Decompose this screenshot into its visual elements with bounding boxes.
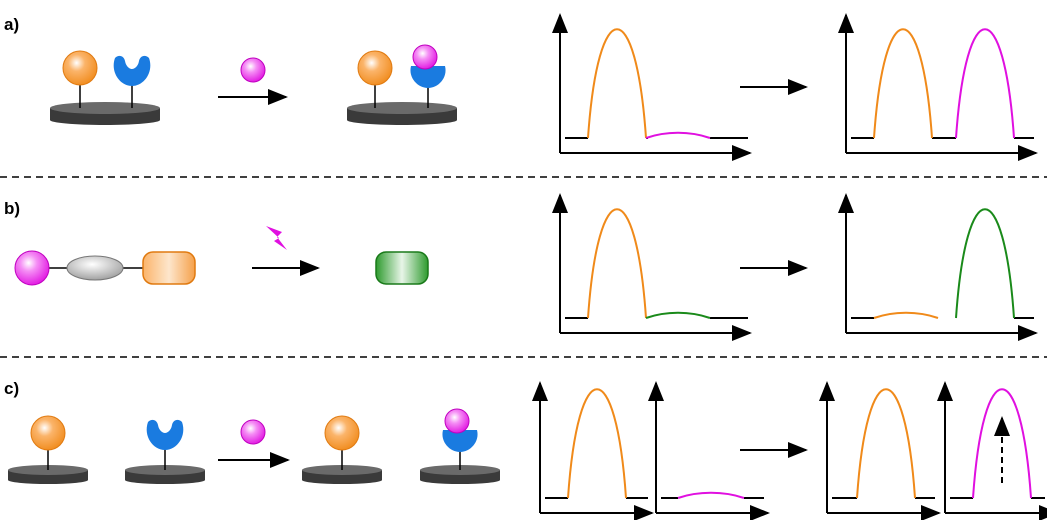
shape	[588, 209, 646, 318]
shape	[241, 420, 265, 444]
shape	[266, 226, 287, 250]
shape	[827, 383, 939, 513]
shape	[376, 252, 428, 284]
shape	[646, 133, 710, 138]
panel-label: b)	[4, 199, 20, 218]
shape	[413, 45, 437, 69]
shape	[410, 66, 445, 88]
shape	[347, 102, 457, 125]
shape	[588, 29, 646, 138]
shape	[540, 383, 652, 513]
shape	[956, 29, 1014, 138]
shape	[846, 15, 1036, 153]
shape	[50, 102, 160, 125]
shape	[874, 29, 932, 138]
shape	[956, 209, 1014, 318]
shape	[147, 420, 184, 450]
shape	[358, 51, 392, 85]
shape	[646, 313, 710, 318]
shape	[568, 389, 626, 498]
shape	[445, 409, 469, 433]
shape	[678, 493, 744, 498]
shape	[874, 313, 938, 318]
shape	[560, 15, 750, 153]
figure: a) b) c)	[0, 0, 1047, 520]
shape	[241, 58, 265, 82]
shape	[945, 383, 1047, 513]
shape	[143, 252, 195, 284]
shape	[63, 51, 97, 85]
shape	[31, 416, 65, 450]
panel-label: c)	[4, 379, 19, 398]
shape	[656, 383, 768, 513]
shape	[540, 383, 652, 513]
shape	[325, 416, 359, 450]
shape	[827, 383, 939, 513]
shape	[67, 256, 123, 280]
shape	[857, 389, 915, 498]
shape	[560, 195, 750, 333]
shape	[945, 383, 1047, 513]
shape	[15, 251, 49, 285]
shape	[114, 56, 151, 86]
panel-label: a)	[4, 15, 19, 34]
shape	[442, 430, 477, 452]
shape	[846, 195, 1036, 333]
